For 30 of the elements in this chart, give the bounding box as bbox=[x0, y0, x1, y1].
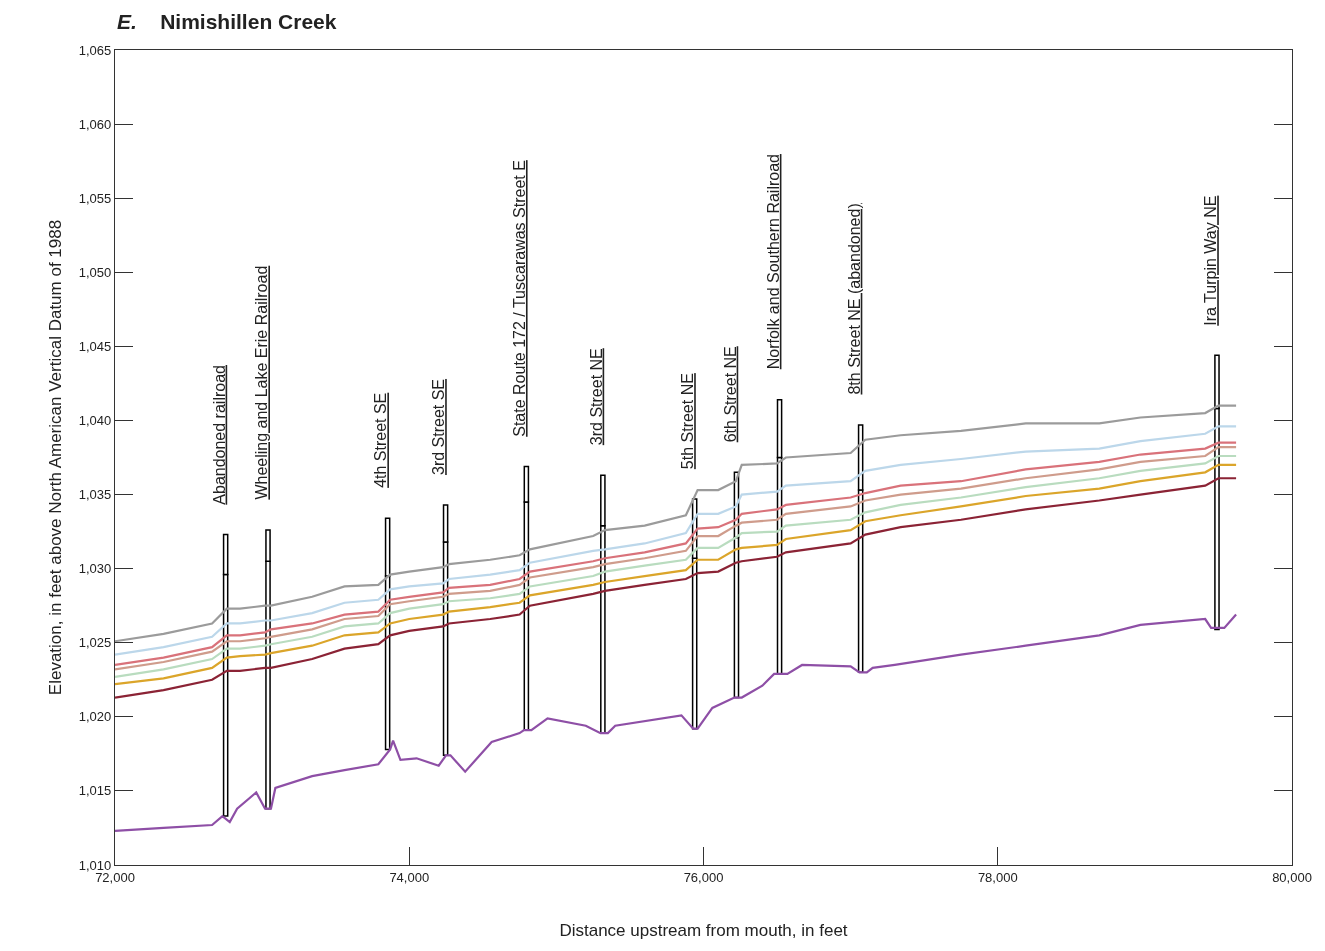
x-tick-label: 76,000 bbox=[683, 869, 724, 885]
y-tick-label: 1,065 bbox=[78, 42, 112, 58]
annotation: State Route 172 / Tuscarawas Street E bbox=[510, 160, 528, 437]
x-tick-label: 78,000 bbox=[977, 869, 1018, 885]
annotation: Ira Turpin Way NE bbox=[1202, 195, 1220, 326]
y-tick-label: 1,015 bbox=[78, 783, 112, 799]
annotation: 6th Street NE bbox=[721, 346, 739, 443]
annotation: Abandoned railroad bbox=[210, 365, 228, 505]
y-tick-label: 1,060 bbox=[78, 116, 112, 132]
annotation: Norfolk and Southern Railroad bbox=[764, 154, 782, 370]
y-tick-label: 1,055 bbox=[78, 190, 112, 206]
x-tick-label: 74,000 bbox=[389, 869, 430, 885]
y-axis-title: Elevation, in feet above North American Vertical Datum of 1988 bbox=[46, 219, 66, 696]
y-tick-label: 1,020 bbox=[78, 709, 112, 725]
line-series bbox=[115, 613, 1238, 833]
annotation: 4th Street SE bbox=[372, 392, 390, 488]
annotation: 3rd Street SE bbox=[430, 378, 448, 476]
y-tick-label: 1,050 bbox=[78, 264, 112, 280]
y-tick-label: 1,035 bbox=[78, 487, 112, 503]
annotation: Wheeling and Lake Erie Railroad bbox=[253, 265, 271, 500]
chart-title: E. Nimishillen Creek bbox=[117, 9, 337, 33]
y-tick-label: 1,025 bbox=[78, 635, 112, 651]
x-axis-title: Distance upstream from mouth, in feet bbox=[559, 921, 848, 941]
annotation: 8th Street NE (abandoned) bbox=[845, 203, 863, 395]
y-tick-label: 1,040 bbox=[78, 413, 112, 428]
y-tick-label: 1,030 bbox=[78, 561, 112, 577]
annotation: 5th Street NE bbox=[679, 373, 697, 470]
x-tick-label: 80,000 bbox=[1272, 869, 1312, 885]
annotation: 3rd Street NE bbox=[587, 348, 605, 446]
y-tick-label: 1,045 bbox=[78, 338, 112, 354]
